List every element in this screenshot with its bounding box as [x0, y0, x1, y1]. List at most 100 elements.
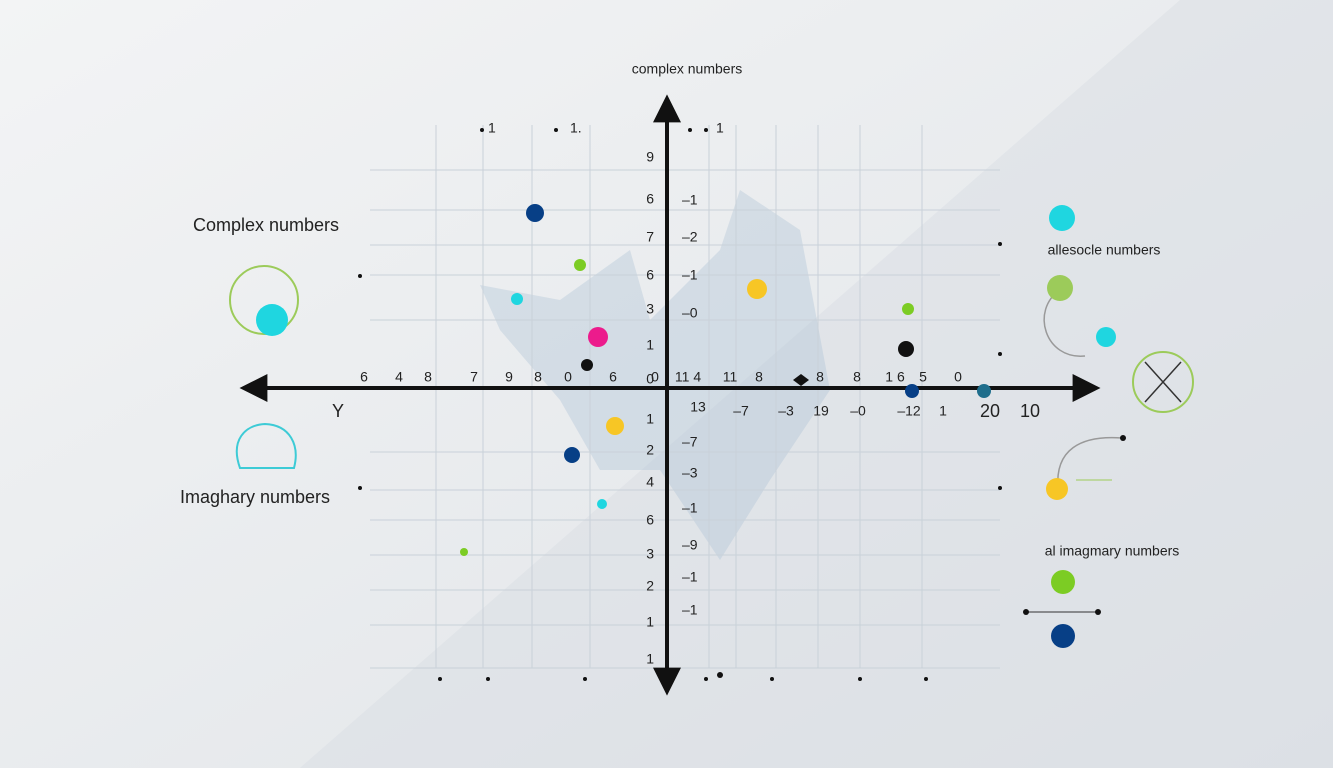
dot	[998, 242, 1002, 246]
ring	[1132, 351, 1194, 413]
dot	[704, 677, 708, 681]
x-label: 0	[651, 369, 659, 385]
x-label: 11 4	[675, 369, 701, 385]
side-label: allesocle numbers	[1048, 242, 1161, 258]
dot	[770, 677, 774, 681]
side-label: Complex numbers	[193, 215, 339, 235]
y-label: 1	[646, 651, 654, 667]
y-label: –9	[682, 537, 698, 553]
x-label: 8	[755, 369, 763, 385]
dot	[511, 293, 523, 305]
y-label: 9	[646, 149, 654, 165]
x-label: 5	[919, 369, 927, 385]
dot	[704, 128, 708, 132]
y-label: 3	[646, 301, 654, 317]
x-label: 0	[564, 369, 572, 385]
x-label: –12	[897, 403, 921, 419]
x-label: 7	[470, 369, 478, 385]
x-label: 13	[690, 399, 706, 415]
y-label: –7	[682, 434, 698, 450]
x-label: –7	[733, 403, 749, 419]
dot	[924, 677, 928, 681]
dot	[1047, 275, 1073, 301]
dot	[1046, 478, 1068, 500]
top-label: 1	[716, 120, 724, 136]
side-label: Y	[332, 401, 344, 421]
y-label: –1	[682, 500, 698, 516]
top-label: 1	[488, 120, 496, 136]
dot	[581, 359, 593, 371]
x-label: 19	[813, 403, 829, 419]
x-label: –3	[778, 403, 794, 419]
cross	[1144, 361, 1182, 403]
y-label: –3	[682, 465, 698, 481]
top-label: 1.	[570, 120, 582, 136]
dot	[460, 548, 468, 556]
dot	[902, 303, 914, 315]
dot	[977, 384, 991, 398]
dot	[480, 128, 484, 132]
dot	[998, 486, 1002, 490]
dot	[588, 327, 608, 347]
dot	[606, 417, 624, 435]
title: complex numbers	[632, 61, 743, 77]
dot	[1051, 570, 1075, 594]
x-label: 1	[939, 403, 947, 419]
dot	[583, 677, 587, 681]
dot	[1120, 435, 1126, 441]
dot	[1051, 624, 1075, 648]
x-label: 0	[954, 369, 962, 385]
x-label: 4	[395, 369, 403, 385]
y-label: 4	[646, 474, 654, 490]
y-label: 1	[646, 411, 654, 427]
dot	[1049, 205, 1075, 231]
dot	[905, 384, 919, 398]
y-label: 6	[646, 191, 654, 207]
y-label: 0	[646, 371, 654, 387]
dot	[688, 128, 692, 132]
dot	[358, 486, 362, 490]
ring	[235, 422, 297, 469]
dot	[554, 128, 558, 132]
dot	[717, 672, 723, 678]
y-label: 6	[646, 512, 654, 528]
y-label: 2	[646, 578, 654, 594]
dot	[564, 447, 580, 463]
dot	[438, 677, 442, 681]
dot	[256, 304, 288, 336]
x-label: 6	[360, 369, 368, 385]
dot	[526, 204, 544, 222]
dot	[1096, 327, 1116, 347]
y-label: 2	[646, 442, 654, 458]
y-label: 6	[646, 267, 654, 283]
y-label: 1	[646, 337, 654, 353]
x-label: –0	[850, 403, 866, 419]
x-label: 8	[534, 369, 542, 385]
y-label: –1	[682, 602, 698, 618]
y-label: –1	[682, 267, 698, 283]
dot	[597, 499, 607, 509]
x-label: 1 6	[885, 369, 905, 385]
x-label: 8	[424, 369, 432, 385]
dot	[747, 279, 767, 299]
y-label: –1	[682, 192, 698, 208]
y-label: –2	[682, 229, 698, 245]
x-label: 8	[816, 369, 824, 385]
dot	[1023, 609, 1029, 615]
x-label: 10	[1020, 401, 1040, 421]
dot	[1095, 609, 1101, 615]
dots	[358, 128, 1126, 681]
diamond	[793, 374, 809, 386]
y-label: 3	[646, 546, 654, 562]
dot	[574, 259, 586, 271]
y-label: 7	[646, 229, 654, 245]
side-label: Imaghary numbers	[180, 487, 330, 507]
y-label: 1	[646, 614, 654, 630]
dot	[998, 352, 1002, 356]
x-label: 9	[505, 369, 513, 385]
ring	[229, 265, 299, 335]
x-label: 8	[853, 369, 861, 385]
x-label: 11	[723, 369, 738, 385]
